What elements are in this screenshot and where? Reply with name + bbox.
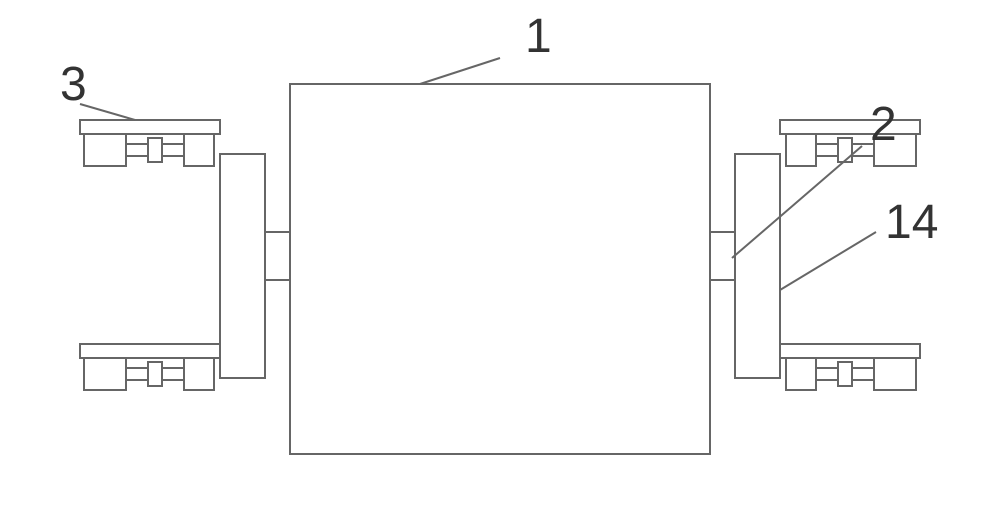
wheel-right-bottom-shaft <box>852 368 874 380</box>
connector-right <box>710 232 735 280</box>
wheel-left-bottom-shaft <box>126 368 148 380</box>
leader-2 <box>732 146 862 258</box>
wheel-left-top-shaft2 <box>162 144 184 156</box>
leader-3 <box>80 104 135 120</box>
wheel-right-bottom-shaft2 <box>816 368 838 380</box>
label-3: 3 <box>60 58 87 111</box>
wheel-right-bottom-hub <box>838 362 852 386</box>
label-1: 1 <box>525 10 552 63</box>
wheel-left-bottom-motor <box>84 358 126 390</box>
wheel-left-top-motor <box>84 134 126 166</box>
label-2: 2 <box>870 98 897 151</box>
main-body <box>290 84 710 454</box>
leader-1 <box>420 58 500 84</box>
wheel-right-top-block <box>786 134 816 166</box>
wheel-left-top-hub <box>148 138 162 162</box>
wheel-left-top-shaft <box>126 144 148 156</box>
wheel-left-top-bar <box>80 120 220 134</box>
label-14: 14 <box>885 196 938 249</box>
wheel-right-bottom-bar <box>780 344 920 358</box>
wheel-right-top-shaft2 <box>816 144 838 156</box>
wheel-left-bottom-block <box>184 358 214 390</box>
wheel-right-top-bar <box>780 120 920 134</box>
wheel-left-top-block <box>184 134 214 166</box>
wheel-right-bottom-block <box>786 358 816 390</box>
wheel-left-bottom-shaft2 <box>162 368 184 380</box>
leader-14 <box>780 232 876 290</box>
wheel-left-bottom-hub <box>148 362 162 386</box>
wheel-left-bottom-bar <box>80 344 220 358</box>
diagram-canvas: 1 2 3 14 <box>0 0 1000 511</box>
connector-left <box>265 232 290 280</box>
arm-right <box>735 154 780 378</box>
wheel-right-bottom-motor <box>874 358 916 390</box>
wheel-right-top-hub <box>838 138 852 162</box>
arm-left <box>220 154 265 378</box>
